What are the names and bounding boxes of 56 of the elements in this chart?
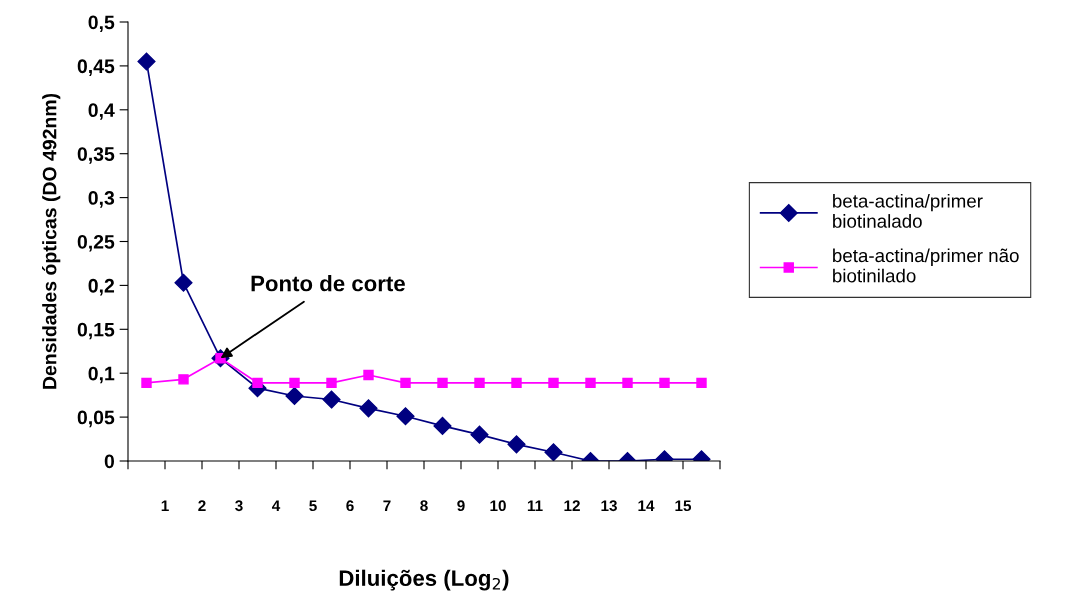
point (137, 52, 156, 71)
x-tick-label: 9 (457, 500, 465, 512)
x-tick-label: 13 (601, 500, 617, 512)
point (433, 416, 452, 435)
x-tick-label: 10 (490, 500, 506, 512)
point (585, 377, 596, 389)
x-tick-label: 15 (675, 500, 692, 512)
point (544, 443, 563, 461)
point (474, 377, 485, 389)
point (507, 435, 526, 454)
point (359, 399, 378, 418)
y-tick-label: 0,15 (77, 322, 115, 340)
legend-label: beta-actina/primer não biotinilado (833, 248, 1019, 283)
point (326, 377, 337, 389)
y-tick-label: 0,45 (77, 59, 115, 76)
x-tick-label: 8 (420, 500, 428, 512)
y-tick-label: 0,4 (88, 103, 115, 120)
legend-label: beta-actina/primer biotinalado (833, 193, 983, 228)
x-tick-label: 4 (271, 500, 281, 511)
x-tick-label: 2 (198, 500, 206, 511)
x-tick-label: 11 (527, 500, 543, 511)
point (511, 377, 522, 389)
x-tick-label: 12 (564, 500, 580, 511)
point (174, 273, 193, 292)
x-tick-label: 3 (235, 500, 243, 512)
y-axis-title: Densidades ópticas (DO 492nm) (42, 93, 61, 389)
x-tick-label: 14 (638, 500, 655, 511)
point (285, 386, 304, 406)
point (363, 369, 374, 381)
x-tick-label: 5 (309, 500, 317, 512)
y-tick-label: 0,5 (88, 15, 115, 33)
y-tick-label: 0 (104, 454, 115, 469)
y-tick-label: 0,3 (88, 191, 115, 208)
point (252, 377, 263, 389)
y-tick-label: 0,2 (88, 278, 115, 296)
x-axis-title: Diluições (Log$_{2}$) (339, 569, 509, 591)
x-tick-label: 6 (346, 500, 354, 512)
point (178, 374, 189, 385)
point (548, 377, 559, 389)
point (659, 377, 670, 389)
point (696, 377, 707, 389)
point (322, 390, 341, 409)
point (141, 377, 152, 389)
point (437, 377, 448, 389)
y-tick-label: 0,05 (77, 410, 115, 428)
annotation: Ponto de corte (251, 275, 405, 292)
x-tick-label: 7 (383, 500, 391, 511)
point (396, 407, 415, 426)
point (470, 425, 489, 444)
x-tick-label: 1 (161, 500, 169, 511)
y-tick-label: 0,25 (77, 234, 115, 252)
y-tick-label: 0,35 (77, 147, 115, 164)
point (622, 377, 633, 389)
y-tick-label: 0,1 (88, 366, 115, 384)
point (289, 377, 300, 389)
point (400, 377, 411, 389)
